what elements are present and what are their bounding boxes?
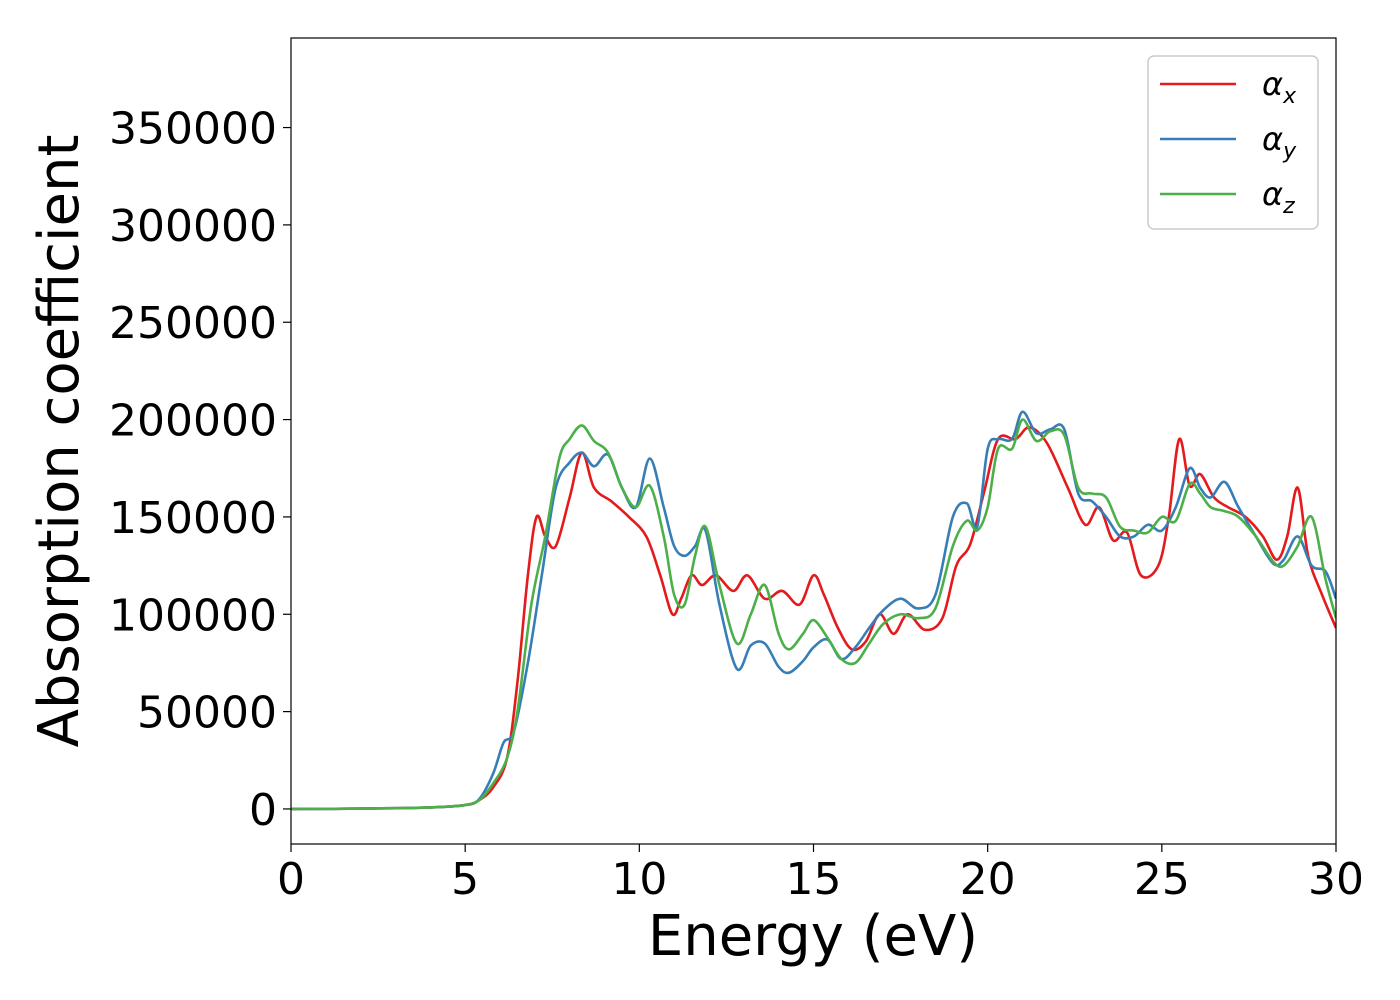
x-tick-label: 30 <box>1308 854 1364 905</box>
legend-label-y: αy <box>1262 120 1297 164</box>
series-line-y <box>291 410 1336 811</box>
y-tick-label: 300000 <box>109 201 277 252</box>
legend-box <box>1147 55 1319 230</box>
legend-label-x: αx <box>1262 65 1297 109</box>
y-tick-label: 250000 <box>109 298 277 349</box>
y-tick-label: 350000 <box>109 104 277 155</box>
x-tick-label: 15 <box>786 854 842 905</box>
y-tick-label: 50000 <box>137 688 277 739</box>
series-line-z <box>291 418 1336 811</box>
y-tick-label: 0 <box>249 785 277 836</box>
series-group <box>291 410 1336 811</box>
x-tick-label: 0 <box>277 854 305 905</box>
x-axis-title: Energy (eV) <box>648 904 978 969</box>
y-axis-ticks: 0 50000 100000 150000 200000 250000 300000 3500… <box>109 104 291 836</box>
y-tick-label: 100000 <box>109 590 277 641</box>
x-tick-label: 5 <box>451 854 479 905</box>
x-axis-ticks: 0 5 10 15 20 25 30 <box>277 844 1364 905</box>
legend-label-z: αz <box>1262 175 1295 219</box>
y-tick-label: 150000 <box>109 493 277 544</box>
legend: αx αy αz <box>1147 55 1319 230</box>
y-axis-title: Absorption coefficient <box>27 135 92 748</box>
x-tick-label: 20 <box>960 854 1016 905</box>
x-tick-label: 25 <box>1134 854 1190 905</box>
x-tick-label: 10 <box>611 854 667 905</box>
y-tick-label: 200000 <box>109 396 277 447</box>
